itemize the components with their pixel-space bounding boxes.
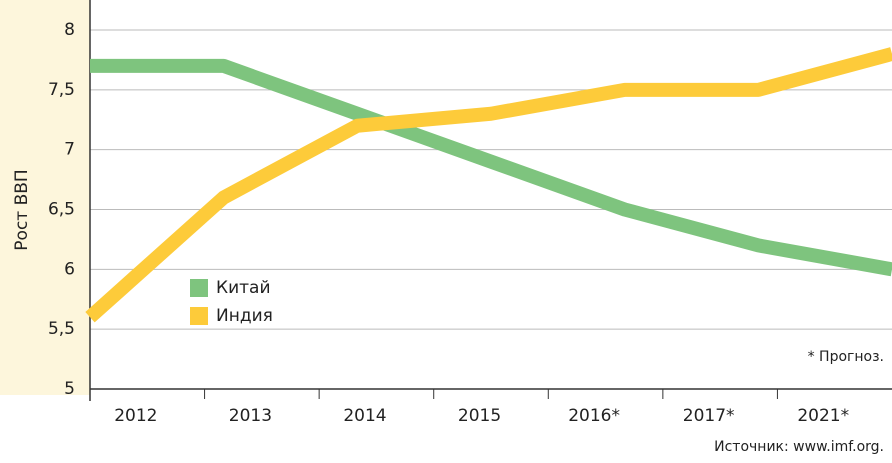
x-tick-label: 2016*: [568, 406, 620, 426]
legend-swatch: [190, 279, 208, 297]
x-tick-label: 2017*: [683, 406, 735, 426]
x-tick-label: 2014: [343, 406, 386, 426]
axis-band: [0, 0, 90, 395]
y-tick-label: 5: [64, 379, 75, 399]
y-axis-label: Рост ВВП: [12, 169, 32, 250]
line-series: [90, 58, 892, 277]
annotation: * Прогноз.: [808, 349, 884, 365]
source: Источник: www.imf.org.: [714, 439, 884, 455]
y-tick-label: 6: [64, 259, 75, 279]
line-series: [85, 47, 892, 323]
x-tick-label: 2021*: [797, 406, 849, 426]
x-tick-label: 2012: [114, 406, 157, 426]
y-tick-label: 5,5: [48, 319, 75, 339]
y-tick-label: 8: [64, 20, 75, 40]
x-tick-label: 2015: [458, 406, 501, 426]
legend-label: Индия: [216, 306, 273, 326]
legend-label: Китай: [216, 278, 271, 298]
x-tick-label: 2013: [229, 406, 272, 426]
y-tick-label: 7,5: [48, 80, 75, 100]
y-tick-label: 7: [64, 140, 75, 160]
legend-swatch: [190, 307, 208, 325]
y-tick-label: 6,5: [48, 200, 75, 220]
